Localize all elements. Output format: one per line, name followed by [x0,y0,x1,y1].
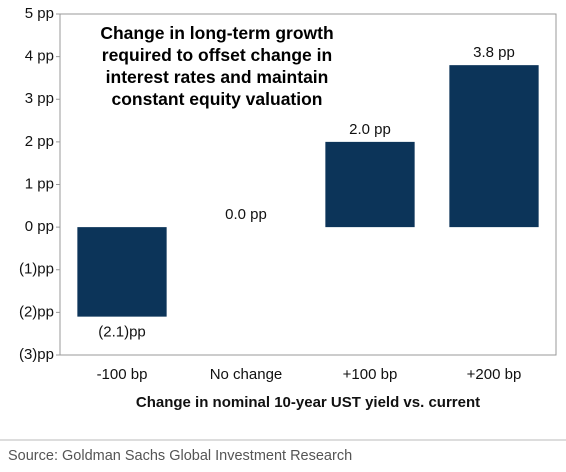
value-label: 0.0 pp [225,206,267,223]
value-label: (2.1)pp [98,324,146,341]
x-tick-label: +200 bp [467,366,522,383]
y-tick-label: 5 pp [25,5,54,22]
source: Source: Goldman Sachs Global Investment … [8,448,352,464]
bar [325,141,415,228]
x-axis-label: Change in nominal 10-year UST yield vs. … [136,394,480,411]
value-label: 2.0 pp [349,121,391,138]
y-tick-label: 3 pp [25,90,54,107]
y-tick-label: 1 pp [25,175,54,192]
chart-title: Change in long-term growth required to o… [100,23,334,109]
x-tick-label: -100 bp [97,366,148,383]
y-tick-label: (1)pp [19,261,54,278]
x-tick-label: +100 bp [343,366,398,383]
x-tick-label: No change [210,366,283,383]
bar [449,65,539,228]
y-tick-label: (3)pp [19,346,54,363]
value-label: 3.8 pp [473,44,515,61]
y-tick-label: (2)pp [19,303,54,320]
y-tick-label: 2 pp [25,133,54,150]
y-tick-label: 0 pp [25,218,54,235]
bar [77,227,167,317]
y-tick-label: 4 pp [25,48,54,65]
